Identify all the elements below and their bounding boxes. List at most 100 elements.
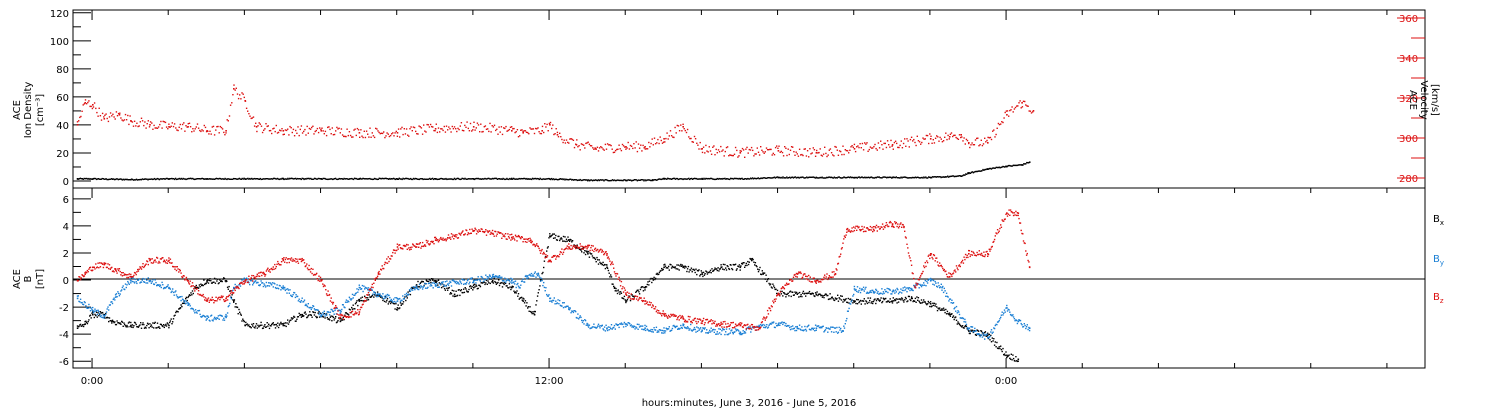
bz-point bbox=[205, 299, 207, 302]
by-point bbox=[992, 331, 994, 333]
bx-point bbox=[369, 296, 371, 298]
by-point bbox=[683, 323, 685, 326]
by-point bbox=[294, 296, 297, 299]
bx-point bbox=[497, 281, 499, 284]
by-point bbox=[597, 325, 599, 327]
by-point bbox=[814, 324, 817, 326]
velocity-point bbox=[793, 151, 795, 153]
velocity-point bbox=[391, 133, 393, 135]
velocity-point bbox=[976, 137, 978, 140]
velocity-point bbox=[769, 148, 771, 151]
velocity-point bbox=[798, 148, 801, 150]
bx-point bbox=[539, 285, 541, 287]
velocity-point bbox=[312, 125, 314, 127]
density-point bbox=[185, 178, 187, 181]
bx-point bbox=[521, 299, 523, 301]
by-point bbox=[492, 273, 495, 276]
by-point bbox=[693, 328, 695, 331]
density-point bbox=[740, 177, 742, 180]
velocity-point bbox=[120, 117, 122, 119]
bx-point bbox=[386, 298, 389, 300]
density-point bbox=[198, 178, 201, 180]
bz-point bbox=[248, 275, 250, 277]
bz-point bbox=[285, 257, 287, 259]
bx-point bbox=[645, 286, 647, 288]
bx-point bbox=[970, 329, 972, 331]
bx-point bbox=[479, 284, 481, 287]
by-point bbox=[272, 286, 274, 288]
bx-point bbox=[647, 281, 649, 283]
bx-point bbox=[789, 290, 792, 292]
bx-point bbox=[495, 281, 497, 284]
by-point bbox=[789, 326, 791, 329]
density-point bbox=[536, 177, 539, 180]
velocity-point bbox=[570, 138, 572, 140]
bx-point bbox=[669, 263, 671, 266]
by-point bbox=[705, 332, 707, 334]
by-point bbox=[498, 276, 500, 279]
density-point bbox=[392, 178, 394, 180]
by-point bbox=[140, 281, 142, 283]
density-point bbox=[98, 178, 101, 180]
bx-point bbox=[508, 283, 511, 285]
bz-point bbox=[196, 288, 198, 290]
by-point bbox=[351, 298, 353, 300]
density-point bbox=[377, 178, 380, 180]
by-point bbox=[367, 289, 369, 291]
bx-point bbox=[295, 320, 297, 322]
by-point bbox=[967, 328, 969, 331]
density-point bbox=[871, 177, 874, 179]
bx-point bbox=[318, 310, 320, 313]
bz-point bbox=[296, 260, 299, 262]
velocity-point bbox=[728, 155, 730, 157]
bx-point bbox=[297, 316, 300, 318]
by-point bbox=[1025, 326, 1028, 328]
velocity-point bbox=[768, 149, 770, 151]
velocity-point bbox=[649, 146, 651, 148]
bx-point bbox=[389, 302, 392, 305]
density-point bbox=[509, 177, 511, 180]
density-point bbox=[229, 178, 231, 180]
by-point-anchor bbox=[320, 313, 323, 316]
by-point bbox=[206, 315, 208, 317]
by-point bbox=[617, 324, 619, 326]
velocity-point bbox=[597, 150, 600, 152]
bx-point bbox=[270, 325, 272, 327]
bz-point bbox=[136, 271, 138, 273]
bx-point bbox=[740, 265, 742, 267]
bx-point bbox=[699, 275, 701, 277]
velocity-point bbox=[561, 138, 563, 141]
bx-point bbox=[903, 301, 905, 303]
velocity-point bbox=[600, 146, 602, 148]
bx-point bbox=[343, 318, 345, 321]
bx-point bbox=[702, 275, 704, 278]
density-point bbox=[605, 179, 607, 181]
velocity-point-anchor bbox=[522, 132, 524, 134]
velocity-point bbox=[490, 131, 492, 133]
density-point bbox=[89, 178, 91, 180]
by-point bbox=[782, 323, 784, 326]
by-point bbox=[534, 271, 536, 273]
bx-point bbox=[161, 325, 163, 327]
density-point bbox=[762, 177, 764, 179]
velocity-point bbox=[351, 136, 353, 138]
bz-point bbox=[137, 268, 139, 271]
bz-point bbox=[99, 266, 102, 268]
density-point bbox=[906, 176, 908, 179]
bx-point bbox=[254, 327, 256, 329]
bx-point bbox=[691, 271, 693, 273]
bx-point bbox=[310, 314, 312, 316]
by-point bbox=[1022, 325, 1025, 328]
by-point bbox=[176, 296, 178, 298]
top-right-ytick-label: 300 bbox=[1399, 134, 1418, 145]
bx-point bbox=[808, 290, 811, 293]
density-point bbox=[469, 178, 471, 180]
bx-point-anchor bbox=[244, 324, 246, 327]
bx-point bbox=[470, 287, 472, 289]
density-point bbox=[584, 179, 586, 181]
velocity-point bbox=[523, 130, 525, 132]
by-point bbox=[215, 318, 217, 321]
velocity-point bbox=[317, 131, 320, 134]
velocity-point bbox=[872, 147, 874, 149]
bx-point bbox=[94, 313, 96, 316]
